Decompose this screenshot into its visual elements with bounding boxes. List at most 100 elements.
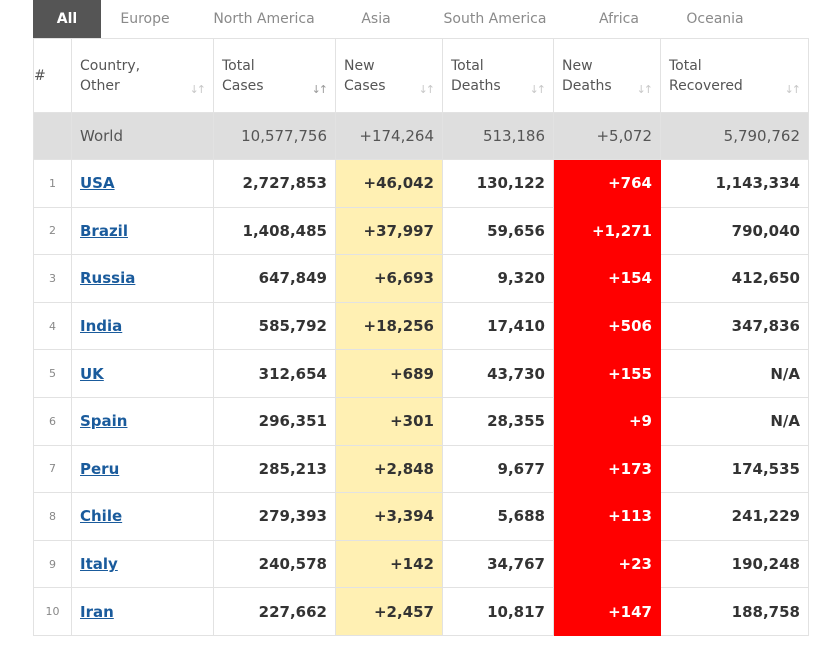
total-deaths-cell: 59,656 [442, 206, 554, 256]
country-link[interactable]: India [80, 317, 123, 336]
table-row: 1 USA 2,727,853 +46,042 130,122 +764 1,143,334 [33, 159, 809, 208]
header-country-label: Country, Other [80, 57, 141, 94]
new-deaths-cell: +173 [553, 444, 661, 494]
stats-table: # Country, Other ↓↑ Total Cases ↓↑ New C… [33, 38, 809, 636]
total-recovered-cell: N/A [660, 349, 809, 398]
header-total-recovered[interactable]: Total Recovered ↓↑ [660, 38, 809, 113]
new-deaths-cell: +764 [553, 159, 661, 208]
world-total-recovered-cell: 5,790,762 [660, 112, 809, 160]
total-recovered-cell: N/A [660, 396, 809, 446]
sort-arrows-icon[interactable]: ↓↑ [529, 83, 547, 96]
rank-cell: 6 [33, 396, 72, 446]
country-cell: USA [71, 159, 214, 208]
header-total-deaths-label: Total Deaths [451, 57, 501, 94]
sort-arrows-icon[interactable]: ↓↑ [189, 83, 207, 96]
country-cell: Spain [71, 396, 214, 446]
tab-all[interactable]: All [33, 0, 101, 38]
country-link[interactable]: Peru [80, 459, 120, 478]
region-tabs: All Europe North America Asia South Amer… [33, 0, 813, 38]
total-cases-cell: 647,849 [213, 254, 336, 303]
country-link[interactable]: Chile [80, 507, 123, 526]
new-cases-cell: +689 [335, 349, 443, 398]
header-new-deaths[interactable]: New Deaths ↓↑ [553, 38, 661, 113]
new-deaths-cell: +113 [553, 492, 661, 541]
table-row: 7 Peru 285,213 +2,848 9,677 +173 174,535 [33, 444, 809, 494]
header-country[interactable]: Country, Other ↓↑ [71, 38, 214, 113]
new-deaths-cell: +9 [553, 396, 661, 446]
country-link[interactable]: UK [80, 364, 104, 383]
country-cell: Iran [71, 587, 214, 636]
country-cell: Russia [71, 254, 214, 303]
new-cases-cell: +46,042 [335, 159, 443, 208]
new-cases-cell: +18,256 [335, 301, 443, 351]
country-cell: Chile [71, 492, 214, 541]
total-deaths-cell: 10,817 [442, 587, 554, 636]
total-cases-cell: 2,727,853 [213, 159, 336, 208]
sort-arrows-icon[interactable]: ↓↑ [636, 83, 654, 96]
total-recovered-cell: 241,229 [660, 492, 809, 541]
tab-asia[interactable]: Asia [361, 11, 391, 27]
total-cases-cell: 296,351 [213, 396, 336, 446]
rank-cell: 5 [33, 349, 72, 398]
total-cases-cell: 285,213 [213, 444, 336, 494]
rank-cell: 9 [33, 539, 72, 589]
header-new-deaths-label: New Deaths [562, 57, 612, 94]
world-new-deaths-cell: +5,072 [553, 112, 661, 160]
sort-desc-icon[interactable]: ↓↑ [311, 83, 329, 96]
new-cases-cell: +3,394 [335, 492, 443, 541]
total-recovered-cell: 188,758 [660, 587, 809, 636]
rank-cell: 2 [33, 206, 72, 256]
header-new-cases[interactable]: New Cases ↓↑ [335, 38, 443, 113]
tab-north-america[interactable]: North America [213, 11, 315, 27]
total-cases-cell: 227,662 [213, 587, 336, 636]
new-deaths-cell: +506 [553, 301, 661, 351]
header-rank[interactable]: # [33, 38, 72, 113]
total-deaths-cell: 43,730 [442, 349, 554, 398]
new-deaths-cell: +154 [553, 254, 661, 303]
total-recovered-cell: 174,535 [660, 444, 809, 494]
tab-africa[interactable]: Africa [599, 11, 639, 27]
total-recovered-cell: 190,248 [660, 539, 809, 589]
world-rank-cell [33, 112, 72, 160]
table-header: # Country, Other ↓↑ Total Cases ↓↑ New C… [33, 38, 809, 113]
header-total-cases[interactable]: Total Cases ↓↑ [213, 38, 336, 113]
country-link[interactable]: Italy [80, 555, 118, 574]
total-cases-cell: 240,578 [213, 539, 336, 589]
country-link[interactable]: Russia [80, 269, 136, 288]
sort-arrows-icon[interactable]: ↓↑ [418, 83, 436, 96]
sort-arrows-icon[interactable]: ↓↑ [784, 83, 802, 96]
table-row: 8 Chile 279,393 +3,394 5,688 +113 241,229 [33, 492, 809, 541]
country-cell: UK [71, 349, 214, 398]
total-cases-cell: 585,792 [213, 301, 336, 351]
rank-cell: 3 [33, 254, 72, 303]
rank-cell: 4 [33, 301, 72, 351]
total-recovered-cell: 412,650 [660, 254, 809, 303]
total-deaths-cell: 28,355 [442, 396, 554, 446]
tab-oceania[interactable]: Oceania [686, 11, 744, 27]
rank-cell: 10 [33, 587, 72, 636]
new-deaths-cell: +23 [553, 539, 661, 589]
country-link[interactable]: Iran [80, 602, 114, 621]
country-link[interactable]: Spain [80, 412, 128, 431]
table-row: 5 UK 312,654 +689 43,730 +155 N/A [33, 349, 809, 398]
total-recovered-cell: 347,836 [660, 301, 809, 351]
country-link[interactable]: USA [80, 174, 115, 193]
new-cases-cell: +37,997 [335, 206, 443, 256]
country-cell: Brazil [71, 206, 214, 256]
header-total-cases-label: Total Cases [222, 57, 264, 94]
total-deaths-cell: 34,767 [442, 539, 554, 589]
world-country-cell: World [71, 112, 214, 160]
tab-europe[interactable]: Europe [120, 11, 170, 27]
header-total-recovered-label: Total Recovered [669, 57, 743, 94]
world-total-cases-cell: 10,577,756 [213, 112, 336, 160]
world-total-deaths-cell: 513,186 [442, 112, 554, 160]
new-cases-cell: +2,848 [335, 444, 443, 494]
country-link[interactable]: Brazil [80, 221, 128, 240]
tab-south-america[interactable]: South America [443, 11, 547, 27]
rank-cell: 8 [33, 492, 72, 541]
total-recovered-cell: 1,143,334 [660, 159, 809, 208]
total-deaths-cell: 9,320 [442, 254, 554, 303]
header-total-deaths[interactable]: Total Deaths ↓↑ [442, 38, 554, 113]
table-row: 3 Russia 647,849 +6,693 9,320 +154 412,650 [33, 254, 809, 303]
country-cell: India [71, 301, 214, 351]
